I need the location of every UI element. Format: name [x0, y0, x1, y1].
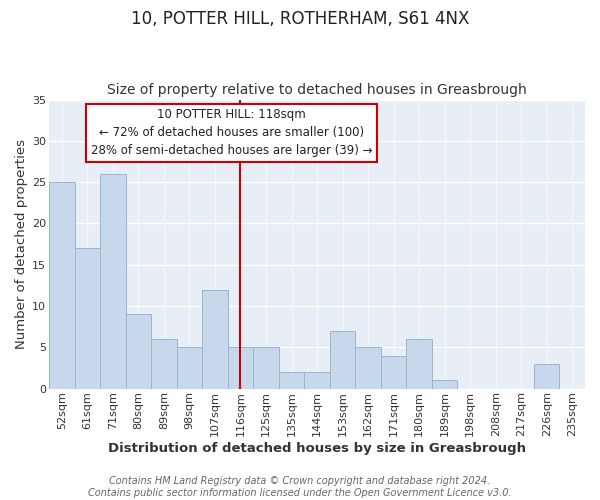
Bar	[330, 331, 355, 388]
Bar	[355, 348, 381, 389]
Bar	[534, 364, 559, 388]
Text: Contains HM Land Registry data © Crown copyright and database right 2024.
Contai: Contains HM Land Registry data © Crown c…	[88, 476, 512, 498]
Bar	[253, 348, 279, 389]
Text: 10, POTTER HILL, ROTHERHAM, S61 4NX: 10, POTTER HILL, ROTHERHAM, S61 4NX	[131, 10, 469, 28]
Text: 10 POTTER HILL: 118sqm
← 72% of detached houses are smaller (100)
28% of semi-de: 10 POTTER HILL: 118sqm ← 72% of detached…	[91, 108, 372, 157]
Bar	[304, 372, 330, 388]
Bar	[432, 380, 457, 388]
Bar	[151, 339, 176, 388]
X-axis label: Distribution of detached houses by size in Greasbrough: Distribution of detached houses by size …	[108, 442, 526, 455]
Bar	[49, 182, 74, 388]
Bar	[381, 356, 406, 388]
Bar	[202, 290, 228, 388]
Bar	[228, 348, 253, 389]
Y-axis label: Number of detached properties: Number of detached properties	[15, 139, 28, 349]
Bar	[74, 248, 100, 388]
Bar	[100, 174, 125, 388]
Bar	[176, 348, 202, 389]
Title: Size of property relative to detached houses in Greasbrough: Size of property relative to detached ho…	[107, 83, 527, 97]
Bar	[406, 339, 432, 388]
Bar	[125, 314, 151, 388]
Bar	[279, 372, 304, 388]
